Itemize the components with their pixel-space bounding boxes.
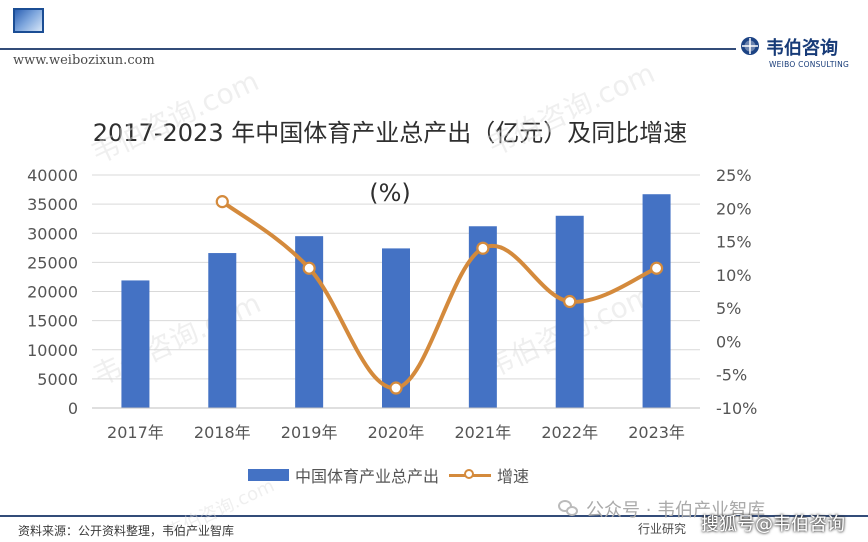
growth-point [649,261,664,275]
footer-research-label: 行业研究 [638,522,687,536]
growth-point [215,195,229,209]
y-left-tick-label: 0 [68,399,78,418]
y-right-tick-label: 15% [716,233,752,252]
growth-line [220,199,659,391]
bar [642,194,671,408]
y-left-tick-label: 40000 [27,166,78,185]
source-note: 资料来源：公开资料整理，韦伯产业智库 [18,524,235,538]
y-left-tick-label: 10000 [27,341,78,360]
site-url: www.weibozixun.com [13,53,155,68]
y-right-tick-label: 20% [716,199,752,218]
y-left-tick-label: 20000 [27,283,78,302]
sohu-account-label: 搜狐号@韦伯咨询 [701,514,845,535]
y-left-tick-label: 15000 [27,312,78,331]
x-category-label: 2022年 [541,423,598,442]
header-divider [0,48,736,50]
x-category-label: 2020年 [368,423,425,442]
growth-point [302,261,316,275]
footer-divider [0,515,868,517]
wechat-icon [558,498,580,520]
legend-line-marker [464,469,475,479]
bar [121,280,150,408]
brand-globe-icon [741,37,759,55]
y-right-tick-label: 0% [716,332,741,351]
y-left-tick-label: 25000 [27,253,78,272]
bar [555,215,584,408]
brand-name-cn: 韦伯咨询 [766,38,838,59]
y-left-tick-label: 5000 [37,370,78,389]
legend-bar-swatch [248,469,289,481]
growth-point [389,381,403,395]
x-category-label: 2021年 [454,423,511,442]
x-category-label: 2018年 [194,423,251,442]
y-left-tick-label: 35000 [27,195,78,214]
wechat-footer: 公众号 · 韦伯产业智库 [558,496,765,522]
y-right-tick-label: 5% [716,299,741,318]
x-category-label: 2019年 [281,423,338,442]
chart-legend: 中国体育产业总产出 增速 [248,463,529,487]
x-category-label: 2017年 [107,423,164,442]
y-left-tick-label: 30000 [27,224,78,243]
chart-title-line-1: 2017-2023 年中国体育产业总产出（亿元）及同比增速 [92,119,688,147]
y-right-tick-label: 10% [716,266,752,285]
chart-title: 2017-2023 年中国体育产业总产出（亿元）及同比增速 (%) [80,88,700,208]
bar [208,253,237,408]
wechat-account: 公众号 · 韦伯产业智库 [586,500,766,521]
legend-item-growth: 增速 [449,463,529,487]
growth-point [563,294,577,309]
legend-line-swatch [449,469,492,481]
header-logo-square [13,8,44,33]
chart-title-line-2: (%) [369,179,411,207]
y-right-tick-label: 25% [716,166,752,185]
legend-line-label: 增速 [497,467,530,486]
y-right-tick-label: -10% [716,399,757,418]
brand-name-en: WEIBO CONSULTING [769,60,850,69]
legend-bar-label: 中国体育产业总产出 [295,467,440,486]
growth-point [476,241,490,255]
legend-item-output: 中国体育产业总产出 [248,463,439,487]
y-right-tick-label: -5% [716,366,747,385]
x-category-label: 2023年 [628,423,685,442]
